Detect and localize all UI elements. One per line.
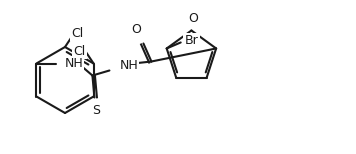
Text: S: S — [93, 103, 100, 116]
Text: NH: NH — [64, 57, 83, 70]
Text: Cl: Cl — [71, 27, 83, 40]
Text: Br: Br — [185, 34, 198, 47]
Text: NH: NH — [119, 59, 138, 72]
Text: O: O — [188, 12, 198, 24]
Text: O: O — [131, 22, 141, 36]
Text: Cl: Cl — [73, 45, 85, 57]
